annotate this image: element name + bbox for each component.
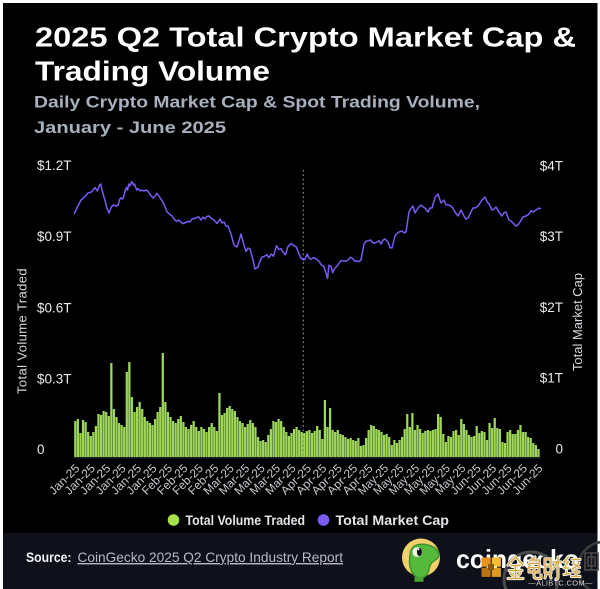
svg-text:Total Market Cap: Total Market Cap <box>570 273 585 371</box>
svg-text:—ALIBTC.COM—: —ALIBTC.COM— <box>528 579 593 588</box>
svg-text:$3T: $3T <box>540 229 563 244</box>
svg-text:0: 0 <box>37 442 45 457</box>
svg-text:$0.3T: $0.3T <box>37 372 72 387</box>
svg-text:$4T: $4T <box>540 159 563 174</box>
svg-text:Total Volume Traded: Total Volume Traded <box>15 268 30 394</box>
svg-text:Total Market Cap: Total Market Cap <box>336 513 450 528</box>
svg-text:Daily Crypto Market Cap & Spot: Daily Crypto Market Cap & Spot Trading V… <box>34 93 480 112</box>
svg-text:Source:: Source: <box>26 549 72 565</box>
svg-text:$1.2T: $1.2T <box>37 158 72 173</box>
svg-text:2025 Q2 Total Crypto Market Ca: 2025 Q2 Total Crypto Market Cap & <box>35 22 576 53</box>
svg-text:$0.9T: $0.9T <box>37 229 72 244</box>
svg-text:January - June 2025: January - June 2025 <box>34 118 226 137</box>
svg-text:0: 0 <box>555 442 563 457</box>
svg-text:$1T: $1T <box>540 371 563 386</box>
svg-text:$0.6T: $0.6T <box>37 301 72 316</box>
svg-text:Total Volume Traded: Total Volume Traded <box>186 513 306 528</box>
svg-text:$2T: $2T <box>540 300 563 315</box>
svg-text:CoinGecko 2025 Q2 Crypto Indus: CoinGecko 2025 Q2 Crypto Industry Report <box>78 549 344 565</box>
svg-text:Trading Volume: Trading Volume <box>35 55 270 86</box>
